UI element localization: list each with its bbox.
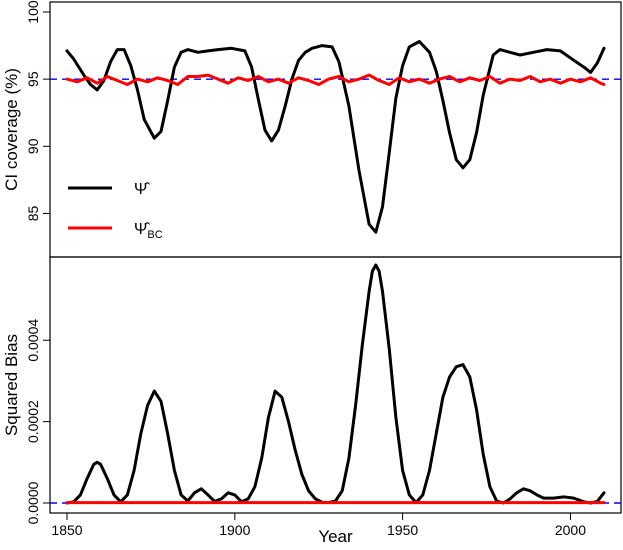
x-tick-label: 1850 (51, 522, 82, 538)
y-tick-label: 95 (25, 71, 41, 87)
legend-label: Ψ̂BC (134, 221, 163, 241)
y-tick-label: 85 (25, 205, 41, 221)
x-tick-label: 1900 (219, 522, 250, 538)
y-tick-label: 0.0002 (25, 400, 41, 443)
y-axis-label: Squared Bias (2, 334, 21, 436)
bias-panel-frame (49, 256, 622, 514)
bias-panel-series-group (65, 263, 606, 505)
x-tick-label: 1950 (387, 522, 418, 538)
y-tick-label: 90 (25, 138, 41, 154)
x-tick-label: 2000 (555, 522, 586, 538)
y-tick-label: 0.0000 (25, 481, 41, 524)
series-line-psi-hat (65, 40, 606, 234)
coverage-panel-frame (49, 1, 622, 258)
y-tick-label: 0.0004 (25, 319, 41, 362)
series-line-psi-hat (65, 263, 606, 505)
legend-label: Ψ̂ (134, 181, 150, 198)
x-axis-label: Year (318, 527, 353, 545)
series-line-psi-hat-bc (65, 73, 606, 86)
coverage-panel-series-group (65, 40, 606, 234)
y-tick-label: 100 (25, 0, 41, 24)
y-axis-label: CI coverage (%) (2, 68, 21, 191)
